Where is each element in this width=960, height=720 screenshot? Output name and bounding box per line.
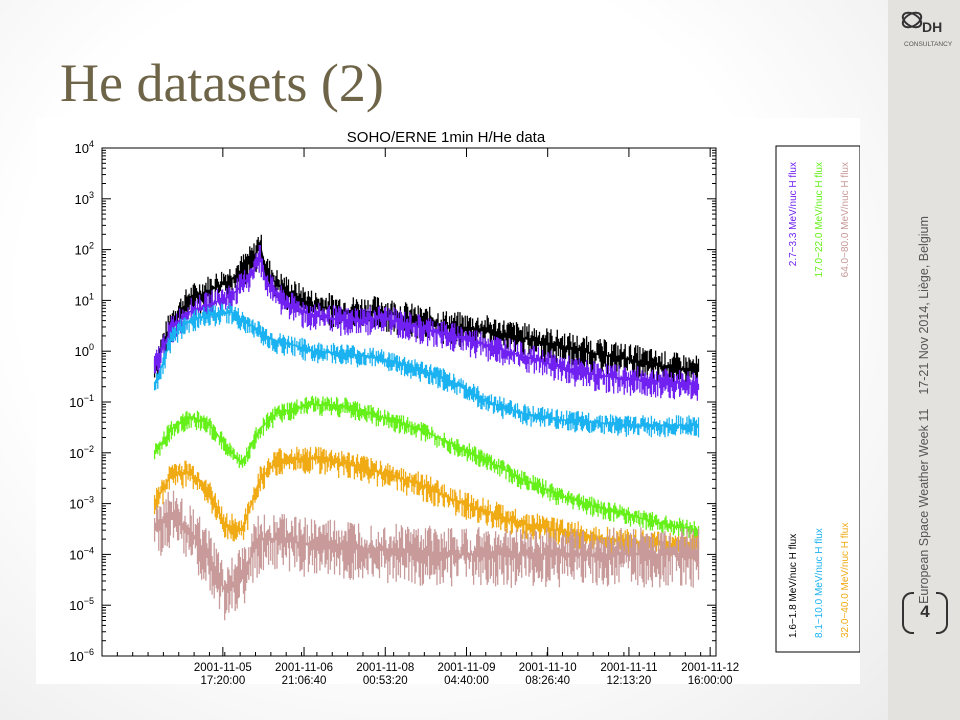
x-tick-time: 12:13:20 xyxy=(607,675,652,684)
legend-entry: 8.1−10.0 MeV/nuc H flux xyxy=(814,528,825,638)
x-tick-date: 2001-11-06 xyxy=(275,662,333,674)
page-number-text: 4 xyxy=(920,602,930,621)
y-tick-label: 10−3 xyxy=(69,495,94,512)
footer-date: 17-21 Nov 2014, Liège, Belgium xyxy=(917,216,931,395)
series-line-green xyxy=(153,403,699,531)
series-line-cyan xyxy=(153,310,699,426)
y-axis-labels: 104 103 102 101 100 10−1 10−2 10−3 10−4 10−5 10−6 xyxy=(69,139,94,664)
x-tick-date: 2001-11-12 xyxy=(681,662,739,674)
x-tick-time: 16:00:00 xyxy=(688,675,733,684)
y-tick-label: 10−5 xyxy=(69,596,94,613)
y-tick-label: 10−1 xyxy=(69,393,94,410)
x-tick-time: 00:53:20 xyxy=(363,675,408,684)
logo-mark-icon: DH CONSULTANCY xyxy=(901,11,953,48)
chart-title: SOHO/ERNE 1min H/He data xyxy=(347,129,546,146)
y-tick-label: 10−6 xyxy=(69,647,94,664)
chart-container: SOHO/ERNE 1min H/He data 104 103 102 101 100… xyxy=(36,118,860,684)
page-number: 4 xyxy=(902,592,948,634)
logo-subtext: CONSULTANCY xyxy=(904,41,953,48)
x-tick-date: 2001-11-11 xyxy=(600,662,657,674)
y-tick-label: 100 xyxy=(75,342,94,359)
x-tick-date: 2001-11-10 xyxy=(519,662,577,674)
right-sidebar xyxy=(888,0,960,720)
legend-entry: 64.0−80.0 MeV/nuc H flux xyxy=(840,162,851,277)
y-tick-label: 101 xyxy=(75,291,94,308)
legend-entry: 2.7−3.3 MeV/nuc H flux xyxy=(788,162,799,266)
y-tick-label: 104 xyxy=(75,139,94,156)
x-tick-date: 2001-11-08 xyxy=(356,662,414,674)
legend-box xyxy=(775,145,860,653)
legend: 1.6−1.8 MeV/nuc H flux 8.1−10.0 MeV/nuc H… xyxy=(788,162,851,638)
x-tick-date: 2001-11-05 xyxy=(194,662,252,674)
series-line-orange xyxy=(153,456,699,547)
right-brace xyxy=(936,592,948,634)
slide-title: He datasets (2) xyxy=(60,53,384,113)
y-tick-label: 102 xyxy=(75,241,94,258)
series-line-black xyxy=(153,241,699,373)
tick-marks xyxy=(101,147,717,657)
legend-entry: 17.0−22.0 MeV/nuc H flux xyxy=(814,162,825,277)
x-tick-time: 21:06:40 xyxy=(282,675,327,684)
legend-entry: 1.6−1.8 MeV/nuc H flux xyxy=(788,534,799,638)
x-tick-date: 2001-11-09 xyxy=(438,662,496,674)
logo-text: DH xyxy=(922,19,942,35)
left-brace xyxy=(902,592,914,634)
dh-consultancy-logo: DH CONSULTANCY xyxy=(896,6,956,50)
footer-vertical-text: European Space Weather Week 11 17-21 Nov … xyxy=(917,216,931,604)
x-tick-time: 17:20:00 xyxy=(200,675,245,684)
footer-event: European Space Weather Week 11 xyxy=(917,408,931,604)
chart-svg: SOHO/ERNE 1min H/He data 104 103 102 101 100… xyxy=(69,129,860,684)
legend-entry: 32.0−40.0 MeV/nuc H flux xyxy=(840,523,851,638)
series-layer xyxy=(153,234,700,621)
series-line-pink xyxy=(154,513,699,592)
x-tick-time: 04:40:00 xyxy=(444,675,489,684)
x-tick-time: 08:26:40 xyxy=(525,675,570,684)
series-line-purple xyxy=(153,251,699,386)
y-tick-label: 10−4 xyxy=(69,545,94,562)
y-tick-label: 10−2 xyxy=(69,444,94,461)
y-tick-label: 103 xyxy=(75,190,94,207)
